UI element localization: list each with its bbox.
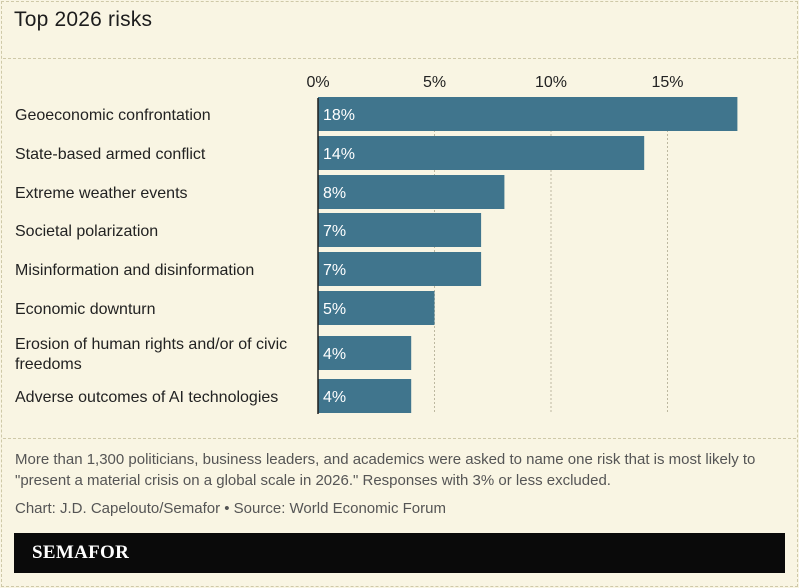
- bar-value-label: 18%: [323, 107, 355, 124]
- bar-value-label: 7%: [323, 262, 346, 279]
- bar: [318, 213, 482, 247]
- bar-value-label: 5%: [323, 301, 346, 318]
- bar-value-label: 8%: [323, 185, 346, 202]
- bar-chart: 0% 5% 10% 15% 18% Geoeconomic confrontation 14…: [15, 74, 738, 414]
- x-tick-label: 5%: [423, 74, 446, 91]
- category-label: Misinformation and disinformation: [15, 262, 254, 279]
- bar: [318, 136, 645, 170]
- bar: [318, 252, 482, 286]
- category-label: Societal polarization: [15, 223, 158, 240]
- bottom-divider: [3, 438, 796, 439]
- x-tick-label: 15%: [651, 74, 683, 91]
- category-label: Economic downturn: [15, 301, 156, 318]
- category-label: Adverse outcomes of AI technologies: [15, 389, 278, 406]
- bar: [318, 97, 738, 131]
- chart-credit: Chart: J.D. Capelouto/Semafor • Source: …: [15, 500, 446, 517]
- bar: [318, 175, 505, 209]
- top-divider: [3, 58, 796, 59]
- x-tick-label: 0%: [306, 74, 329, 91]
- bar-value-label: 4%: [323, 346, 346, 363]
- bar-value-label: 4%: [323, 389, 346, 406]
- semafor-logo: SEMAFOR: [32, 542, 130, 563]
- category-label: State-based armed conflict: [15, 146, 206, 163]
- chart-title: Top 2026 risks: [14, 8, 153, 31]
- bar-value-label: 14%: [323, 146, 355, 163]
- category-label: Geoeconomic confrontation: [15, 107, 211, 124]
- category-label: Extreme weather events: [15, 185, 188, 202]
- bar-value-label: 7%: [323, 223, 346, 240]
- chart-note: More than 1,300 politicians, business le…: [15, 451, 756, 489]
- bar: [318, 379, 412, 413]
- bar: [318, 336, 412, 370]
- category-label: Erosion of human rights and/or of civic: [15, 336, 287, 353]
- x-tick-label: 10%: [535, 74, 567, 91]
- bar: [318, 291, 435, 325]
- category-label: freedoms: [15, 356, 82, 373]
- footer-bar: SEMAFOR: [14, 533, 785, 573]
